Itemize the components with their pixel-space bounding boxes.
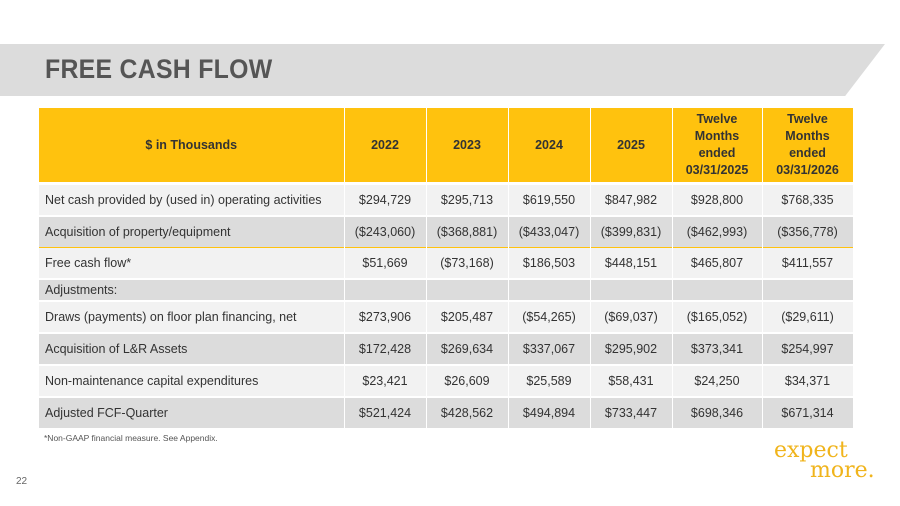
row-value: $58,431: [590, 365, 673, 397]
row-value: $186,503: [508, 247, 591, 279]
row-label: Free cash flow*: [39, 247, 345, 279]
row-value: $521,424: [344, 397, 427, 429]
footnote: *Non-GAAP financial measure. See Appendi…: [44, 433, 218, 443]
row-value: $205,487: [426, 301, 509, 333]
row-value: $465,807: [672, 247, 763, 279]
header-2025: 2025: [590, 108, 673, 185]
row-value: ($356,778): [762, 216, 854, 248]
page-title: FREE CASH FLOW: [45, 54, 273, 84]
row-value: $411,557: [762, 247, 854, 279]
header-ttm-2026: Twelve Months ended 03/31/2026: [762, 108, 854, 185]
row-value: ($433,047): [508, 216, 591, 248]
table-row: Net cash provided by (used in) operating…: [39, 183, 854, 216]
row-value: [762, 279, 854, 301]
row-label: Non-maintenance capital expenditures: [39, 365, 345, 397]
row-value: ($462,993): [672, 216, 763, 248]
row-label: Net cash provided by (used in) operating…: [39, 183, 345, 216]
row-label: Draws (payments) on floor plan financing…: [39, 301, 345, 333]
row-label: Adjusted FCF-Quarter: [39, 397, 345, 429]
row-value: [590, 279, 673, 301]
row-value: $671,314: [762, 397, 854, 429]
header-2023: 2023: [426, 108, 509, 185]
header-ttm-2025: Twelve Months ended 03/31/2025: [672, 108, 763, 185]
logo-line-2: more.: [810, 458, 875, 483]
row-value: $25,589: [508, 365, 591, 397]
row-value: ($73,168): [426, 247, 509, 279]
table-row: Free cash flow* $51,669 ($73,168) $186,503 $…: [39, 247, 854, 279]
row-value: $619,550: [508, 183, 591, 216]
row-value: $295,713: [426, 183, 509, 216]
row-value: $269,634: [426, 333, 509, 365]
table-row: Acquisition of property/equipment ($243,0…: [39, 216, 854, 248]
row-label: Acquisition of L&R Assets: [39, 333, 345, 365]
row-value: ($29,611): [762, 301, 854, 333]
free-cash-flow-table: $ in Thousands 2022 2023 2024 2025 Twelv…: [39, 108, 854, 430]
row-value: [508, 279, 591, 301]
row-value: [344, 279, 427, 301]
row-value: $294,729: [344, 183, 427, 216]
row-value: $494,894: [508, 397, 591, 429]
header-label: $ in Thousands: [39, 108, 345, 185]
table-row: Adjusted FCF-Quarter $521,424 $428,562 $494…: [39, 397, 854, 429]
row-value: ($243,060): [344, 216, 427, 248]
row-label: Acquisition of property/equipment: [39, 216, 345, 248]
header-2022: 2022: [344, 108, 427, 185]
row-value: $448,151: [590, 247, 673, 279]
row-value: ($165,052): [672, 301, 763, 333]
logo-line-1: expect: [774, 438, 848, 463]
expect-more-logo: expect more.: [774, 438, 875, 483]
row-value: $428,562: [426, 397, 509, 429]
row-value: $295,902: [590, 333, 673, 365]
row-value: $273,906: [344, 301, 427, 333]
row-value: $337,067: [508, 333, 591, 365]
row-value: $928,800: [672, 183, 763, 216]
row-value: ($69,037): [590, 301, 673, 333]
row-value: $51,669: [344, 247, 427, 279]
row-value: $23,421: [344, 365, 427, 397]
row-value: $373,341: [672, 333, 763, 365]
row-value: $847,982: [590, 183, 673, 216]
row-label: Adjustments:: [39, 279, 345, 301]
row-value: $254,997: [762, 333, 854, 365]
page-number: 22: [16, 476, 28, 487]
header-2024: 2024: [508, 108, 591, 185]
row-value: $698,346: [672, 397, 763, 429]
table-row: Acquisition of L&R Assets $172,428 $269,63…: [39, 333, 854, 365]
row-value: [672, 279, 763, 301]
row-value: $24,250: [672, 365, 763, 397]
title-band: [0, 44, 885, 96]
row-value: [426, 279, 509, 301]
row-value: $172,428: [344, 333, 427, 365]
row-value: ($368,881): [426, 216, 509, 248]
row-value: $26,609: [426, 365, 509, 397]
table-row: Draws (payments) on floor plan financing…: [39, 301, 854, 333]
row-value: $34,371: [762, 365, 854, 397]
table-header-row: $ in Thousands 2022 2023 2024 2025 Twelv…: [39, 108, 854, 185]
row-value: ($54,265): [508, 301, 591, 333]
row-value: $768,335: [762, 183, 854, 216]
table-row: Non-maintenance capital expenditures $23,…: [39, 365, 854, 397]
row-value: ($399,831): [590, 216, 673, 248]
row-value: $733,447: [590, 397, 673, 429]
table-row: Adjustments:: [39, 279, 854, 301]
